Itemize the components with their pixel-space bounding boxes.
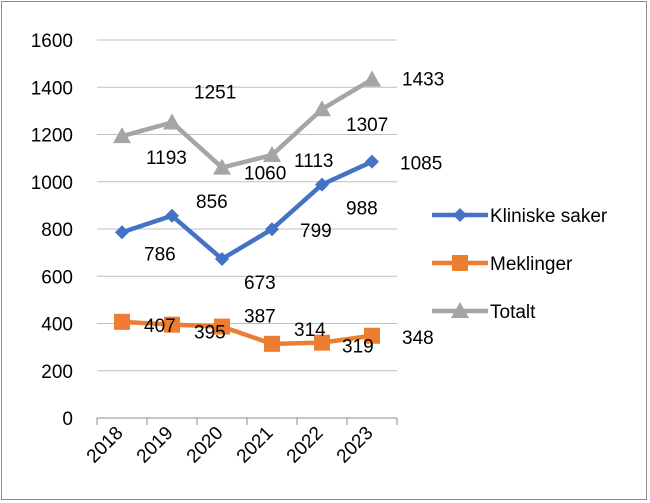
- data-point: [364, 327, 380, 344]
- y-tick-label: 1400: [31, 78, 73, 99]
- data-label: 1251: [194, 82, 236, 103]
- data-point: [163, 113, 181, 130]
- data-label: 673: [244, 273, 276, 294]
- x-tick-label: 2022: [283, 423, 328, 468]
- y-tick-label: 1600: [31, 31, 73, 52]
- data-point: [314, 334, 330, 351]
- data-label: 387: [244, 307, 276, 328]
- data-point: [264, 335, 280, 352]
- y-tick-label: 200: [41, 362, 73, 383]
- y-tick-label: 0: [62, 409, 73, 430]
- data-label: 407: [144, 316, 176, 337]
- data-label: 988: [346, 199, 378, 220]
- data-label: 786: [144, 244, 176, 265]
- x-tick-label: 2023: [333, 423, 378, 468]
- data-label: 1085: [400, 154, 442, 175]
- data-point: [313, 100, 331, 117]
- data-point: [315, 177, 329, 192]
- legend-marker: [453, 208, 467, 222]
- data-label: 1433: [402, 69, 444, 90]
- data-point: [164, 316, 180, 333]
- legend-label: Kliniske saker: [490, 206, 608, 227]
- legend-marker: [451, 302, 469, 318]
- data-label: 1113: [294, 151, 333, 172]
- series-line-meklinger: [121, 319, 373, 347]
- series-line-totalt: [121, 77, 374, 170]
- y-tick-label: 600: [41, 267, 73, 288]
- data-label: 856: [196, 192, 228, 213]
- y-tick-label: 1000: [31, 173, 73, 194]
- data-label: 799: [300, 221, 332, 242]
- data-label: 1060: [244, 164, 286, 185]
- legend-label: Totalt: [490, 302, 536, 323]
- x-tick-label: 2020: [183, 423, 228, 468]
- data-point: [363, 70, 381, 87]
- data-label: 348: [402, 328, 434, 349]
- x-tick-label: 2019: [133, 423, 178, 468]
- data-point: [365, 154, 379, 169]
- data-point: [115, 225, 129, 240]
- data-label: 314: [294, 320, 326, 341]
- data-label: 319: [342, 337, 374, 358]
- data-label: 395: [194, 323, 226, 344]
- y-tick-label: 400: [41, 315, 73, 336]
- y-tick-label: 800: [41, 220, 73, 241]
- data-point: [215, 252, 229, 267]
- data-point: [213, 158, 231, 175]
- legend-label: Meklinger: [490, 254, 573, 275]
- data-point: [113, 127, 131, 144]
- x-tick-label: 2021: [233, 423, 278, 468]
- legend-marker: [452, 255, 468, 271]
- data-point: [114, 313, 130, 330]
- data-point: [214, 318, 230, 335]
- y-tick-label: 1200: [31, 126, 73, 147]
- data-label: 1307: [346, 115, 388, 136]
- data-label: 1193: [146, 148, 187, 169]
- series-line-kliniske-saker: [121, 159, 373, 262]
- data-point: [165, 208, 179, 223]
- data-point: [263, 146, 281, 163]
- x-tick-label: 2018: [83, 423, 128, 468]
- data-point: [265, 222, 279, 237]
